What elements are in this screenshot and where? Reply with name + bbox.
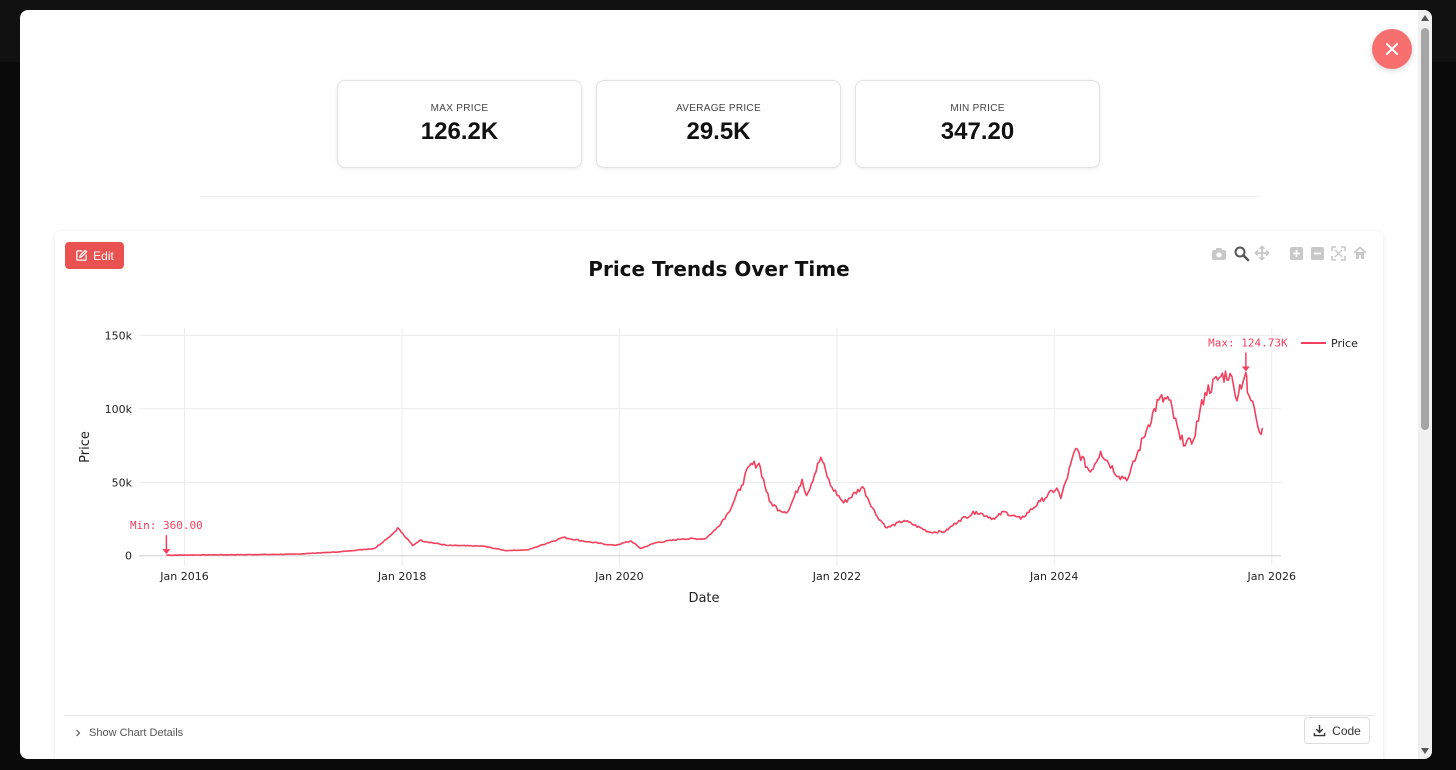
code-download-button[interactable]: Code	[1304, 717, 1370, 744]
y-tick-label: 0	[125, 550, 132, 563]
x-tick-label: Jan 2026	[1247, 570, 1296, 583]
chart-title: Price Trends Over Time	[588, 257, 849, 281]
zoom-in-icon[interactable]	[1290, 247, 1303, 260]
chart-footer-divider	[64, 715, 1374, 716]
average-price-card: AVERAGE PRICE 29.5K	[596, 80, 841, 168]
code-button-label: Code	[1332, 723, 1361, 738]
max-price-card: MAX PRICE 126.2K	[337, 80, 582, 168]
average-price-label: AVERAGE PRICE	[676, 103, 761, 114]
min-price-value: 347.20	[940, 118, 1015, 145]
show-chart-details-label: Show Chart Details	[89, 727, 184, 739]
chart-modal: MAX PRICE 126.2K AVERAGE PRICE 29.5K MIN…	[20, 10, 1432, 759]
close-icon	[1386, 43, 1398, 55]
edit-button[interactable]: Edit	[65, 242, 124, 269]
edit-button-label: Edit	[93, 248, 114, 263]
camera-icon[interactable]	[1212, 248, 1226, 260]
zoom-out-icon[interactable]	[1311, 247, 1324, 260]
show-chart-details-toggle[interactable]: Show Chart Details	[74, 727, 183, 739]
x-tick-label: Jan 2024	[1029, 570, 1078, 583]
legend[interactable]: Price	[1301, 337, 1358, 350]
close-button[interactable]	[1372, 29, 1412, 69]
grid	[139, 328, 1281, 566]
legend-label: Price	[1331, 337, 1358, 350]
scroll-up-arrow-icon[interactable]	[1421, 15, 1429, 21]
chevron-right-icon	[76, 729, 81, 737]
x-axis-title: Date	[688, 591, 719, 606]
y-axis-title: Price	[78, 431, 93, 463]
modal-scrollbar[interactable]	[1418, 10, 1432, 759]
series-line-price	[166, 370, 1264, 557]
download-icon	[1313, 724, 1326, 737]
x-tick-label: Jan 2022	[812, 570, 861, 583]
reset-axes-icon[interactable]	[1353, 246, 1367, 260]
chart-panel: Edit	[55, 231, 1383, 759]
pan-icon[interactable]	[1254, 245, 1270, 261]
min-price-label: MIN PRICE	[950, 103, 1005, 114]
x-tick-label: Jan 2018	[377, 570, 426, 583]
annotation-label: Max: 124.73K	[1208, 336, 1288, 349]
scroll-down-arrow-icon[interactable]	[1421, 748, 1429, 754]
min-price-card: MIN PRICE 347.20	[855, 80, 1100, 168]
annotation-arrowhead	[1241, 366, 1250, 372]
x-tick-label: Jan 2020	[594, 570, 643, 583]
max-price-label: MAX PRICE	[430, 103, 489, 114]
price-chart: Price Trends Over Time Jan 2016 Jan 2018 J…	[78, 245, 1367, 606]
series-layer	[166, 370, 1264, 557]
annotations: Min: 360.00 Max: 124.73K	[130, 336, 1288, 555]
y-tick-label: 100k	[105, 403, 133, 416]
scroll-thumb[interactable]	[1421, 28, 1429, 430]
y-tick-label: 50k	[112, 476, 133, 489]
axes: Jan 2016 Jan 2018 Jan 2020 Jan 2022 Jan 2024…	[105, 329, 1296, 583]
max-price-value: 126.2K	[420, 118, 499, 145]
edit-icon	[76, 249, 88, 261]
annotation-arrowhead	[162, 549, 171, 555]
modebar	[1212, 245, 1367, 262]
zoom-icon[interactable]	[1234, 246, 1250, 262]
section-divider	[200, 196, 1260, 197]
average-price-value: 29.5K	[686, 118, 751, 145]
y-tick-label: 150k	[105, 329, 133, 342]
autoscale-icon[interactable]	[1331, 246, 1346, 261]
x-tick-label: Jan 2016	[159, 570, 208, 583]
annotation-label: Min: 360.00	[130, 519, 203, 532]
